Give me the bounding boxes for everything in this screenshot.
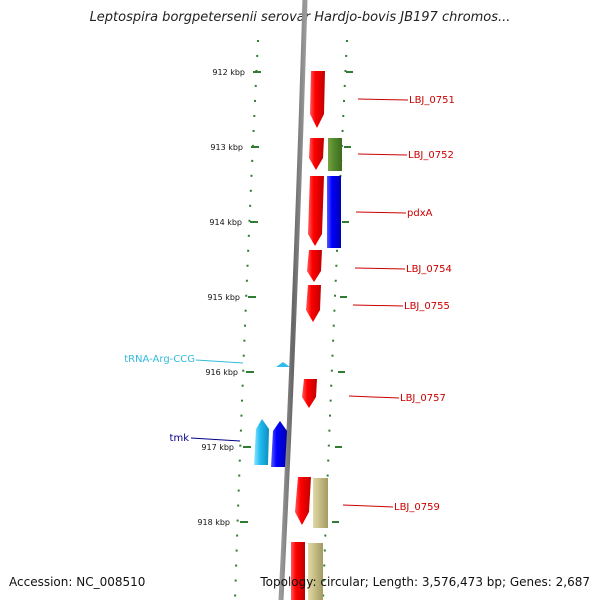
gene-label-lbj-0754[interactable]: LBJ_0754 xyxy=(406,264,452,275)
callout-line-tmk xyxy=(190,437,241,442)
callout-line-lbj-0759 xyxy=(342,504,394,508)
gene-trna-arg-ccg[interactable] xyxy=(276,362,290,367)
scale-tick-912: 912 kbp xyxy=(212,68,353,77)
scale-label-914: 914 kbp xyxy=(209,218,242,227)
gene-lbj-0752-a[interactable] xyxy=(309,138,324,170)
callout-line-lbj-0754 xyxy=(354,267,406,270)
gene-lbj-0754[interactable] xyxy=(307,250,322,282)
chromosome-backbone xyxy=(278,0,308,600)
gene-label-lbj-0755[interactable]: LBJ_0755 xyxy=(404,301,450,312)
scale-label-915: 915 kbp xyxy=(207,293,240,302)
gene-bottom-b[interactable] xyxy=(308,543,323,600)
scale-label-917: 917 kbp xyxy=(201,443,234,452)
gene-label-lbj-0751[interactable]: LBJ_0751 xyxy=(409,95,455,106)
gene-label-pdxa[interactable]: pdxA xyxy=(407,208,433,219)
gene-lbj-0759-b[interactable] xyxy=(313,478,328,528)
callout-line-lbj-0751 xyxy=(357,98,409,101)
gene-lbj-0755[interactable] xyxy=(306,285,321,322)
scale-label-916: 916 kbp xyxy=(205,368,238,377)
gene-label-trna-arg-ccg[interactable]: tRNA-Arg-CCG xyxy=(124,354,195,365)
gene-tmk-a[interactable] xyxy=(254,419,269,465)
gene-lbj-0757[interactable] xyxy=(302,379,317,408)
scale-tick-918: 918 kbp xyxy=(197,518,339,527)
callout-line-lbj-0757 xyxy=(348,395,400,399)
gene-label-tmk[interactable]: tmk xyxy=(170,433,190,444)
scale-tick-917: 917 kbp xyxy=(201,443,342,452)
gene-lbj-0752-b[interactable] xyxy=(328,138,342,171)
scale-label-913: 913 kbp xyxy=(210,143,243,152)
scale-label-918: 918 kbp xyxy=(197,518,230,527)
callout-line-lbj-0755 xyxy=(352,304,404,307)
genome-stats-text: Topology: circular; Length: 3,576,473 bp… xyxy=(260,575,590,589)
gene-bottom-a[interactable] xyxy=(291,542,305,600)
gene-pdxa-b[interactable] xyxy=(327,176,341,248)
gene-lbj-0751[interactable] xyxy=(310,71,325,128)
scale-label-912: 912 kbp xyxy=(212,68,245,77)
gene-label-lbj-0752[interactable]: LBJ_0752 xyxy=(408,150,454,161)
scale-tick-913: 913 kbp xyxy=(210,143,351,152)
inner-dotted-ring xyxy=(234,39,259,600)
scale-tick-914: 914 kbp xyxy=(209,218,349,227)
gene-label-lbj-0757[interactable]: LBJ_0757 xyxy=(400,393,446,404)
scale-tick-916: 916 kbp xyxy=(205,368,345,377)
accession-text: Accession: NC_008510 xyxy=(9,575,146,589)
gene-label-lbj-0759[interactable]: LBJ_0759 xyxy=(394,502,440,513)
map-title: Leptospira borgpetersenii serovar Hardjo… xyxy=(89,10,511,25)
gene-lbj-0759-a[interactable] xyxy=(295,477,311,525)
callout-line-lbj-0752 xyxy=(357,153,408,156)
scale-tick-915: 915 kbp xyxy=(207,293,347,302)
callout-line-pdxa xyxy=(355,211,407,214)
gene-tmk-b[interactable] xyxy=(271,421,287,467)
gene-pdxa-a[interactable] xyxy=(308,176,324,246)
callout-line-trna xyxy=(195,359,244,364)
